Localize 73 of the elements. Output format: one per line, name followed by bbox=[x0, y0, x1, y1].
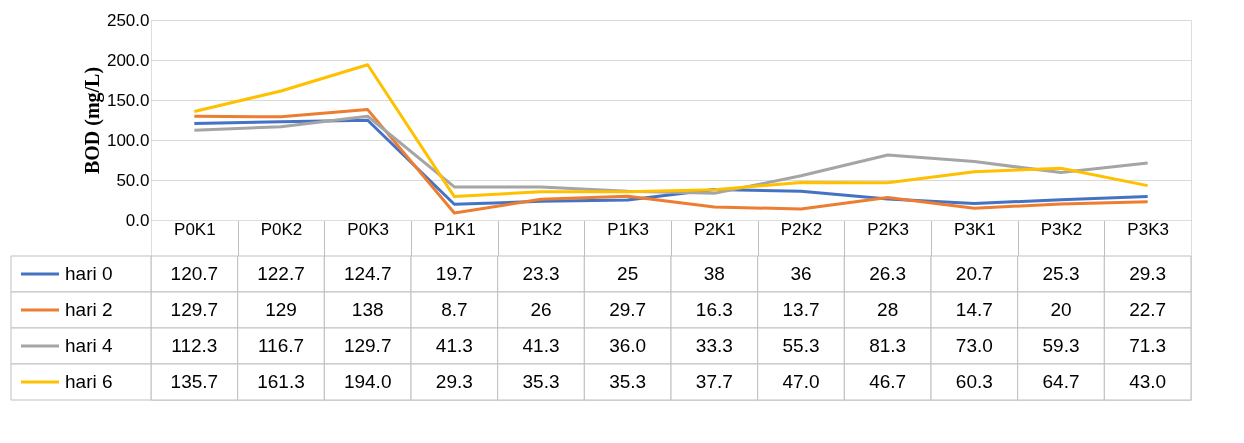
data-label: 116.7 bbox=[257, 335, 305, 356]
legend-label: hari 2 bbox=[65, 299, 113, 320]
data-label: 25.3 bbox=[1042, 263, 1080, 284]
data-label: 81.3 bbox=[869, 335, 907, 356]
data-label: 23.3 bbox=[522, 263, 560, 284]
data-label: 38 bbox=[703, 263, 725, 284]
legend-label: hari 4 bbox=[65, 335, 113, 356]
x-tick-label: P1K3 bbox=[607, 219, 649, 239]
data-label: 129.7 bbox=[343, 335, 392, 356]
data-label: 124.7 bbox=[343, 263, 392, 284]
x-tick-label: P3K1 bbox=[954, 219, 996, 239]
data-label: 55.3 bbox=[782, 335, 820, 356]
x-tick-label: P0K2 bbox=[260, 219, 303, 239]
data-label: 26 bbox=[530, 299, 552, 320]
data-label: 8.7 bbox=[441, 299, 468, 320]
data-label: 71.3 bbox=[1129, 335, 1167, 356]
data-label: 59.3 bbox=[1042, 335, 1080, 356]
data-label: 26.3 bbox=[869, 263, 907, 284]
data-label: 47.0 bbox=[782, 371, 820, 392]
line-series bbox=[192, 63, 1150, 199]
data-label: 122.7 bbox=[257, 263, 305, 284]
data-label: 22.7 bbox=[1129, 299, 1167, 320]
y-tick-label: 0.0 bbox=[125, 210, 150, 230]
data-label: 41.3 bbox=[435, 335, 473, 356]
x-tick-label: P2K2 bbox=[780, 219, 823, 239]
data-label: 60.3 bbox=[955, 371, 993, 392]
data-label: 19.7 bbox=[435, 263, 473, 284]
data-label: 29.3 bbox=[1129, 263, 1167, 284]
data-label: 112.3 bbox=[171, 335, 218, 356]
y-tick-label: 100.0 bbox=[106, 130, 150, 150]
data-label: 46.7 bbox=[869, 371, 907, 392]
data-label: 36 bbox=[790, 263, 812, 284]
data-label: 35.3 bbox=[609, 371, 647, 392]
data-label: 36.0 bbox=[609, 335, 647, 356]
x-tick-label: P0K3 bbox=[347, 219, 389, 239]
data-label: 20 bbox=[1050, 299, 1072, 320]
data-label: 13.7 bbox=[782, 299, 820, 320]
x-tick-label: P3K2 bbox=[1040, 219, 1083, 239]
data-label: 41.3 bbox=[522, 335, 560, 356]
x-tick-label: P0K1 bbox=[174, 219, 216, 239]
data-label: 20.7 bbox=[955, 263, 993, 284]
data-label: 161.3 bbox=[257, 371, 305, 392]
data-label: 64.7 bbox=[1042, 371, 1080, 392]
data-label: 43.0 bbox=[1129, 371, 1167, 392]
x-tick-label: P1K1 bbox=[434, 219, 476, 239]
y-axis-title: BOD (mg/L) bbox=[80, 66, 104, 175]
data-label: 25 bbox=[617, 263, 639, 284]
legend-label: hari 6 bbox=[65, 371, 113, 392]
data-label: 73.0 bbox=[955, 335, 993, 356]
y-tick-label: 250.0 bbox=[106, 10, 150, 30]
y-tick-label: 150.0 bbox=[106, 90, 150, 110]
data-label: 28 bbox=[877, 299, 899, 320]
data-label: 37.7 bbox=[695, 371, 733, 392]
x-tick-label: P1K2 bbox=[520, 219, 563, 239]
data-label: 194.0 bbox=[343, 371, 392, 392]
data-label: 29.7 bbox=[609, 299, 647, 320]
data-label: 135.7 bbox=[170, 371, 219, 392]
data-label: 14.7 bbox=[955, 299, 993, 320]
data-label: 120.7 bbox=[170, 263, 219, 284]
data-label: 16.3 bbox=[695, 299, 733, 320]
legend-label: hari 0 bbox=[65, 263, 113, 284]
data-label: 129 bbox=[265, 299, 297, 320]
x-tick-label: P2K1 bbox=[694, 219, 736, 239]
data-label: 33.3 bbox=[695, 335, 733, 356]
x-tick-label: P2K3 bbox=[867, 219, 909, 239]
y-tick-label: 200.0 bbox=[106, 50, 150, 70]
data-label: 138 bbox=[351, 299, 384, 320]
line-series bbox=[192, 108, 1150, 215]
data-label: 29.3 bbox=[435, 371, 473, 392]
data-label: 35.3 bbox=[522, 371, 560, 392]
x-tick-label: P3K3 bbox=[1127, 219, 1169, 239]
y-tick-label: 50.0 bbox=[116, 170, 150, 190]
data-label: 129.7 bbox=[170, 299, 219, 320]
